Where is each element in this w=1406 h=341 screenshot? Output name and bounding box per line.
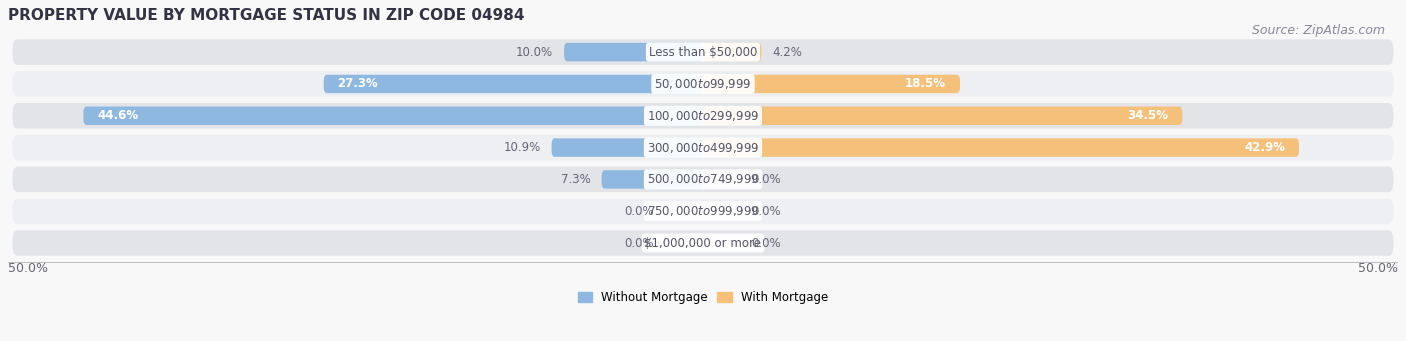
FancyBboxPatch shape [13, 135, 1393, 160]
Text: $750,000 to $999,999: $750,000 to $999,999 [647, 204, 759, 218]
Text: $1,000,000 or more: $1,000,000 or more [644, 237, 762, 250]
Text: 10.0%: 10.0% [516, 46, 553, 59]
Text: PROPERTY VALUE BY MORTGAGE STATUS IN ZIP CODE 04984: PROPERTY VALUE BY MORTGAGE STATUS IN ZIP… [8, 8, 524, 23]
FancyBboxPatch shape [564, 43, 703, 61]
FancyBboxPatch shape [13, 103, 1393, 129]
FancyBboxPatch shape [703, 43, 762, 61]
Text: 0.0%: 0.0% [624, 205, 654, 218]
Text: 10.9%: 10.9% [503, 141, 540, 154]
FancyBboxPatch shape [602, 170, 703, 189]
Text: 4.2%: 4.2% [772, 46, 803, 59]
Text: $50,000 to $99,999: $50,000 to $99,999 [654, 77, 752, 91]
Text: 0.0%: 0.0% [752, 237, 782, 250]
FancyBboxPatch shape [323, 75, 703, 93]
FancyBboxPatch shape [13, 167, 1393, 192]
Text: 0.0%: 0.0% [624, 237, 654, 250]
Text: 0.0%: 0.0% [752, 173, 782, 186]
Text: 42.9%: 42.9% [1244, 141, 1285, 154]
Text: $300,000 to $499,999: $300,000 to $499,999 [647, 140, 759, 154]
Text: 0.0%: 0.0% [752, 205, 782, 218]
FancyBboxPatch shape [551, 138, 703, 157]
FancyBboxPatch shape [703, 138, 1299, 157]
Text: 50.0%: 50.0% [1358, 262, 1398, 275]
Text: $100,000 to $299,999: $100,000 to $299,999 [647, 109, 759, 123]
FancyBboxPatch shape [13, 230, 1393, 256]
Text: 34.5%: 34.5% [1128, 109, 1168, 122]
Text: 44.6%: 44.6% [97, 109, 138, 122]
Legend: Without Mortgage, With Mortgage: Without Mortgage, With Mortgage [574, 286, 832, 309]
FancyBboxPatch shape [13, 71, 1393, 97]
FancyBboxPatch shape [83, 106, 703, 125]
Text: Source: ZipAtlas.com: Source: ZipAtlas.com [1251, 24, 1385, 37]
Text: 7.3%: 7.3% [561, 173, 591, 186]
Text: 50.0%: 50.0% [8, 262, 48, 275]
FancyBboxPatch shape [703, 75, 960, 93]
Text: $500,000 to $749,999: $500,000 to $749,999 [647, 173, 759, 187]
Text: 27.3%: 27.3% [337, 77, 378, 90]
FancyBboxPatch shape [13, 40, 1393, 65]
Text: 18.5%: 18.5% [905, 77, 946, 90]
FancyBboxPatch shape [13, 198, 1393, 224]
FancyBboxPatch shape [703, 106, 1182, 125]
Text: Less than $50,000: Less than $50,000 [648, 46, 758, 59]
